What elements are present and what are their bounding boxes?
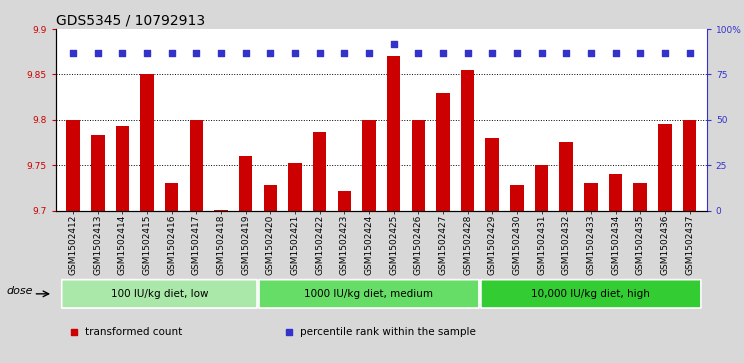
Bar: [66, 120, 80, 211]
Point: [635, 50, 647, 56]
Bar: [683, 120, 696, 211]
Bar: [190, 120, 203, 211]
Text: 1000 IU/kg diet, medium: 1000 IU/kg diet, medium: [304, 289, 434, 299]
Point: [141, 50, 153, 56]
Bar: [535, 165, 548, 211]
Text: percentile rank within the sample: percentile rank within the sample: [300, 327, 476, 337]
Point: [67, 50, 79, 56]
Point: [116, 50, 128, 56]
Bar: [387, 56, 400, 211]
Point: [215, 50, 227, 56]
Point: [363, 50, 375, 56]
Text: dose: dose: [6, 286, 33, 296]
Point: [68, 329, 80, 335]
Point: [166, 50, 178, 56]
Point: [190, 50, 202, 56]
Point: [536, 50, 548, 56]
Bar: [461, 70, 475, 211]
Bar: [411, 120, 425, 211]
Bar: [658, 125, 672, 211]
Bar: [313, 131, 327, 211]
FancyBboxPatch shape: [259, 280, 479, 308]
Point: [585, 50, 597, 56]
Bar: [91, 135, 104, 211]
Point: [659, 50, 671, 56]
Text: 10,000 IU/kg diet, high: 10,000 IU/kg diet, high: [531, 289, 650, 299]
Point: [240, 50, 251, 56]
Point: [437, 50, 449, 56]
Point: [339, 50, 350, 56]
Bar: [288, 163, 302, 211]
Bar: [115, 126, 129, 211]
Bar: [510, 185, 524, 211]
Text: 100 IU/kg diet, low: 100 IU/kg diet, low: [111, 289, 208, 299]
Point: [388, 41, 400, 46]
FancyBboxPatch shape: [481, 280, 701, 308]
Text: GDS5345 / 10792913: GDS5345 / 10792913: [56, 14, 205, 28]
Point: [511, 50, 523, 56]
Bar: [436, 93, 449, 211]
Text: transformed count: transformed count: [85, 327, 182, 337]
Bar: [559, 143, 573, 211]
Bar: [584, 183, 597, 211]
Point: [412, 50, 424, 56]
Bar: [486, 138, 499, 211]
FancyBboxPatch shape: [62, 280, 257, 308]
Bar: [214, 209, 228, 211]
Bar: [239, 156, 252, 211]
Point: [462, 50, 474, 56]
Point: [684, 50, 696, 56]
Point: [264, 50, 276, 56]
Bar: [338, 191, 351, 211]
Point: [92, 50, 103, 56]
Point: [560, 50, 572, 56]
Bar: [165, 183, 179, 211]
Point: [487, 50, 498, 56]
Bar: [362, 120, 376, 211]
Point: [314, 50, 326, 56]
Point: [283, 329, 295, 335]
Bar: [609, 174, 622, 211]
Bar: [633, 183, 647, 211]
Point: [609, 50, 621, 56]
Bar: [141, 74, 154, 211]
Bar: [263, 185, 277, 211]
Point: [289, 50, 301, 56]
